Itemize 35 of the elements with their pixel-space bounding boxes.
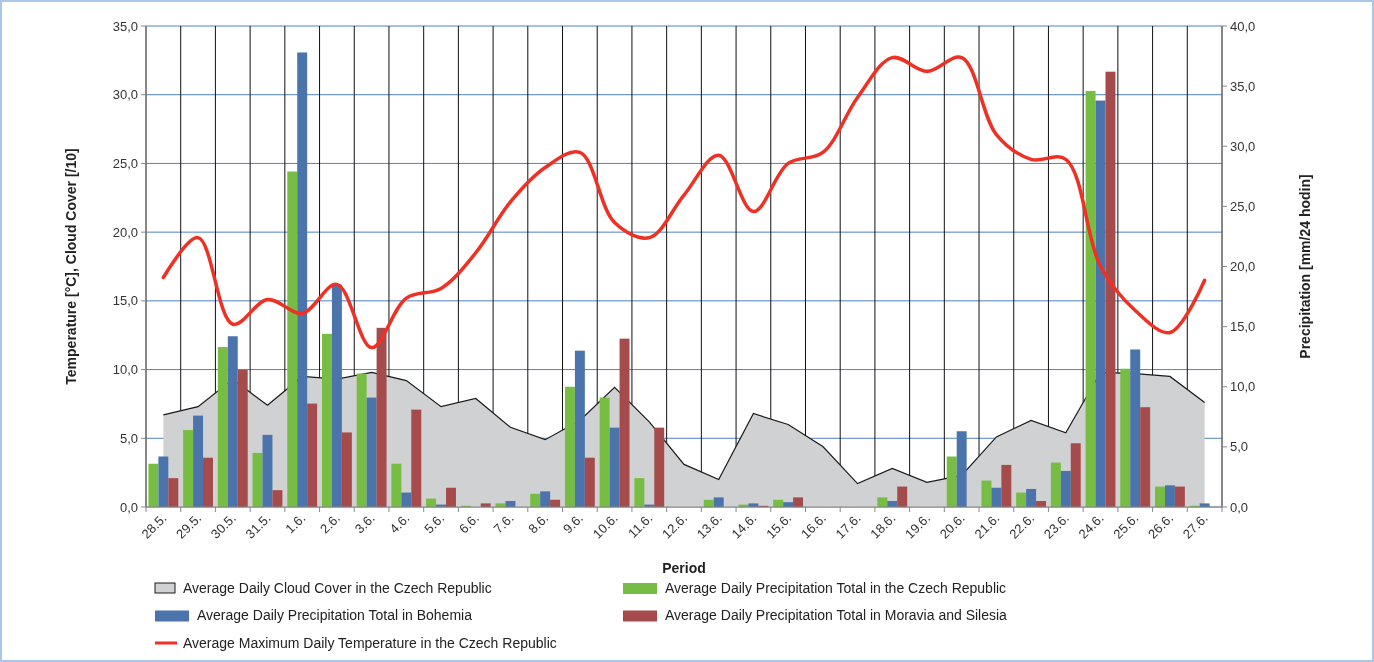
y-tick-label: 20,0 — [112, 224, 138, 240]
x-tick-label: 6.6. — [455, 510, 482, 537]
y-tick-label: 0,0 — [119, 499, 138, 515]
y2-axis-title: Precipitation [mm/24 hodin] — [1297, 174, 1313, 359]
x-tick-label: 9.6. — [560, 510, 586, 537]
y-tick-label: 25,0 — [112, 155, 138, 171]
y2-tick-label: 25,0 — [1230, 198, 1256, 214]
x-tick-label: 11.6. — [625, 510, 656, 541]
legend-label: Average Maximum Daily Temperature in the Czech Republic — [183, 634, 557, 651]
y-tick-label: 35,0 — [112, 18, 138, 34]
legend-label: Average Daily Precipitation Total in Bohemia — [197, 607, 473, 624]
x-tick-label: 5.6. — [421, 510, 448, 537]
x-tick-label: 7.6. — [490, 510, 517, 537]
y2-tick-label: 0,0 — [1230, 499, 1249, 515]
x-tick-label: 1.6. — [282, 510, 309, 537]
y-tick-label: 5,0 — [119, 430, 138, 446]
y2-tick-label: 20,0 — [1230, 259, 1256, 275]
x-tick-label: 8.6. — [525, 510, 552, 537]
y2-tick-label: 5,0 — [1230, 439, 1249, 455]
y-tick-label: 15,0 — [112, 293, 138, 309]
y-tick-label: 30,0 — [112, 87, 138, 103]
y2-tick-label: 10,0 — [1230, 379, 1256, 395]
x-tick-label: 3.6. — [351, 510, 378, 537]
y2-tick-label: 40,0 — [1230, 18, 1256, 34]
y-tick-label: 10,0 — [112, 362, 138, 378]
y2-tick-label: 35,0 — [1230, 78, 1256, 94]
x-axis-title: Period — [662, 560, 706, 576]
y2-tick-label: 30,0 — [1230, 138, 1256, 154]
legend-label: Average Daily Precipitation Total in Moravia and Silesia — [665, 607, 1008, 624]
y-axis-title: Temperature [°C], Cloud Cover [/10] — [63, 148, 79, 385]
y2-tick-label: 15,0 — [1230, 319, 1256, 335]
legend-label: Average Daily Cloud Cover in the Czech Republic — [183, 579, 492, 596]
legend-label: Average Daily Precipitation Total in the Czech Republic — [665, 579, 1007, 596]
x-tick-label: 2.6. — [317, 510, 344, 537]
x-tick-label: 4.6. — [386, 510, 413, 537]
